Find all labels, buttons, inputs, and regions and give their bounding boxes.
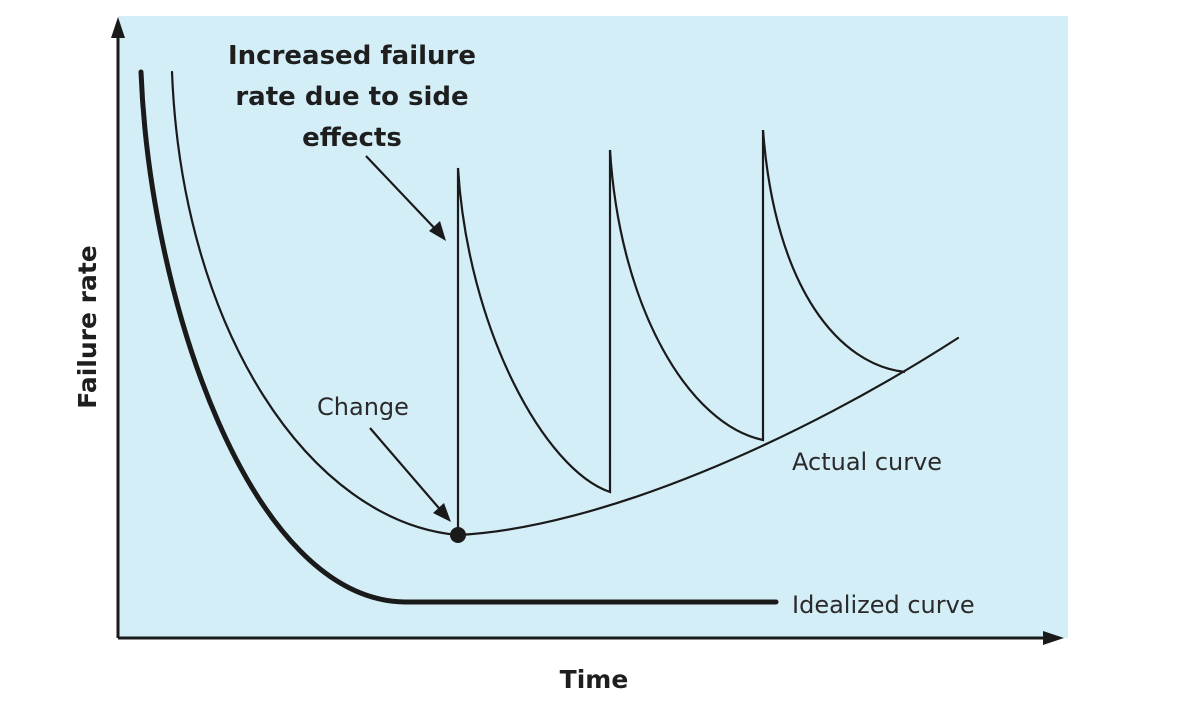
actual-curve-spike-3 (761, 129, 906, 374)
actual-curve-spike-1 (456, 150, 612, 535)
headline-arrow-shaft (365, 155, 441, 235)
headline-line-2: rate due to side (235, 82, 468, 112)
actual-curve-label: Actual curve (792, 448, 942, 476)
plot-background (118, 16, 1068, 638)
actual-curve-spike-2 (608, 130, 765, 442)
y-axis-arrowhead (111, 17, 125, 38)
idealized-curve-line (138, 69, 779, 605)
change-arrow-shaft (369, 427, 445, 515)
x-axis-arrowhead (1043, 631, 1064, 645)
headline-line-1: Increased failure (228, 41, 476, 71)
y-axis-label: Failure rate (73, 245, 102, 409)
idealized-curve-label: Idealized curve (792, 591, 975, 619)
headline-line-3: effects (302, 123, 402, 153)
change-point-marker (450, 527, 466, 543)
x-axis-label: Time (560, 665, 629, 694)
change-arrow-head (433, 503, 451, 522)
change-label: Change (317, 393, 409, 421)
headline-arrow-head (429, 221, 446, 241)
